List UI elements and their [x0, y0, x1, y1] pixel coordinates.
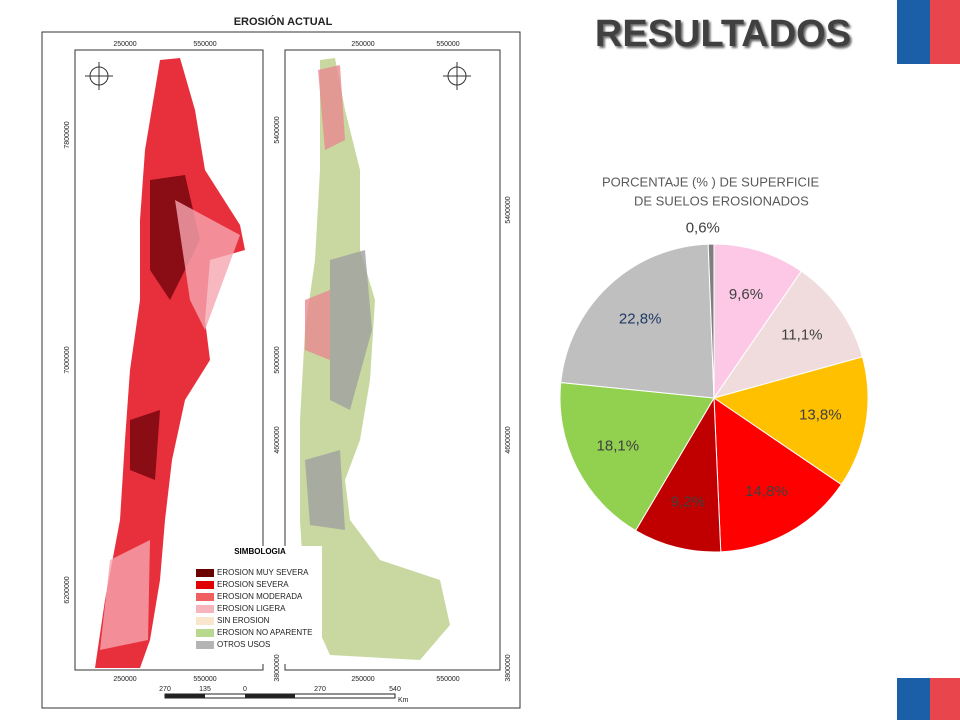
legend-label: EROSION NO APARENTE [217, 628, 312, 637]
scale-bar [164, 693, 396, 699]
data-label: 0,6% [686, 220, 720, 237]
map-coordinate: 5400000 [274, 116, 281, 143]
legend-label: EROSION MODERADA [217, 592, 303, 601]
map-shape [305, 250, 372, 530]
map-shape [100, 200, 240, 650]
map-coordinate: 3800000 [505, 654, 512, 681]
data-label: 13,8% [799, 407, 842, 424]
map-coordinate: 3800000 [274, 654, 281, 681]
compass [85, 62, 471, 90]
pie-slice [560, 243, 715, 399]
map-coordinate: 550000 [436, 676, 459, 683]
legend-swatch [196, 641, 214, 649]
map-coordinate: 550000 [193, 676, 216, 683]
data-label: 22,8% [619, 310, 662, 327]
scale-label: 135 [199, 686, 211, 693]
legend-title: SIMBOLOGIA [234, 547, 286, 556]
map-shape [130, 175, 200, 480]
map-coordinate: 550000 [193, 41, 216, 48]
flag-blue [897, 678, 930, 720]
legend-label: EROSION SEVERA [217, 580, 289, 589]
map-coordinate: 250000 [113, 41, 136, 48]
data-label: 11,1% [781, 326, 822, 343]
map-coordinate: 250000 [351, 676, 374, 683]
flag-blue [897, 0, 930, 64]
legend-swatch [196, 569, 214, 577]
flag-red [930, 678, 960, 720]
map-title: EROSIÓN ACTUAL [234, 15, 333, 28]
map-coordinate: 5400000 [505, 196, 512, 223]
map-coordinate: 5000000 [274, 346, 281, 373]
map-coordinate: 7800000 [64, 121, 71, 148]
legend-label: EROSION LIGERA [217, 604, 286, 613]
map-shape [95, 58, 245, 668]
chart-title: DE SUELOS EROSIONADOS [634, 193, 809, 208]
pie-slice [559, 381, 715, 532]
legend-label: SIN EROSION [217, 616, 270, 625]
legend-swatch [196, 629, 214, 637]
data-label: 18,1% [597, 438, 640, 455]
data-label: 9,6% [729, 286, 763, 303]
legend-swatch [196, 605, 214, 613]
flag-red [930, 0, 960, 64]
data-label: 9,2% [671, 494, 705, 511]
scale-unit: Km [398, 697, 409, 704]
data-label: 14,8% [745, 483, 788, 500]
pie-slice [707, 243, 715, 399]
map-coordinate: 6200000 [64, 576, 71, 603]
legend-swatch [196, 617, 214, 625]
map-coordinate: 250000 [351, 41, 374, 48]
scale-label: 540 [389, 686, 401, 693]
legend-label: OTROS USOS [217, 640, 270, 649]
map-coordinate: 550000 [436, 41, 459, 48]
pie-slice [634, 396, 722, 553]
pie-slice [713, 243, 803, 400]
legend-label: EROSION MUY SEVERA [217, 568, 309, 577]
scale-label: 270 [314, 686, 326, 693]
scale-label: 270 [159, 686, 171, 693]
map-coordinate: 4600000 [274, 426, 281, 453]
chart-title: PORCENTAJE (% ) DE SUPERFICIE [602, 174, 820, 189]
legend-swatch [196, 593, 214, 601]
legend-swatch [196, 581, 214, 589]
map-shape [305, 65, 345, 360]
map-coordinate: 250000 [113, 676, 136, 683]
pie-slice [712, 356, 869, 486]
slide-title: RESULTADOS [595, 13, 851, 55]
map-coordinate: 7000000 [64, 346, 71, 373]
pie-slice [713, 397, 843, 553]
map-coordinate: 4600000 [505, 426, 512, 453]
scale-label: 0 [243, 686, 247, 693]
pie-slice [712, 270, 864, 399]
